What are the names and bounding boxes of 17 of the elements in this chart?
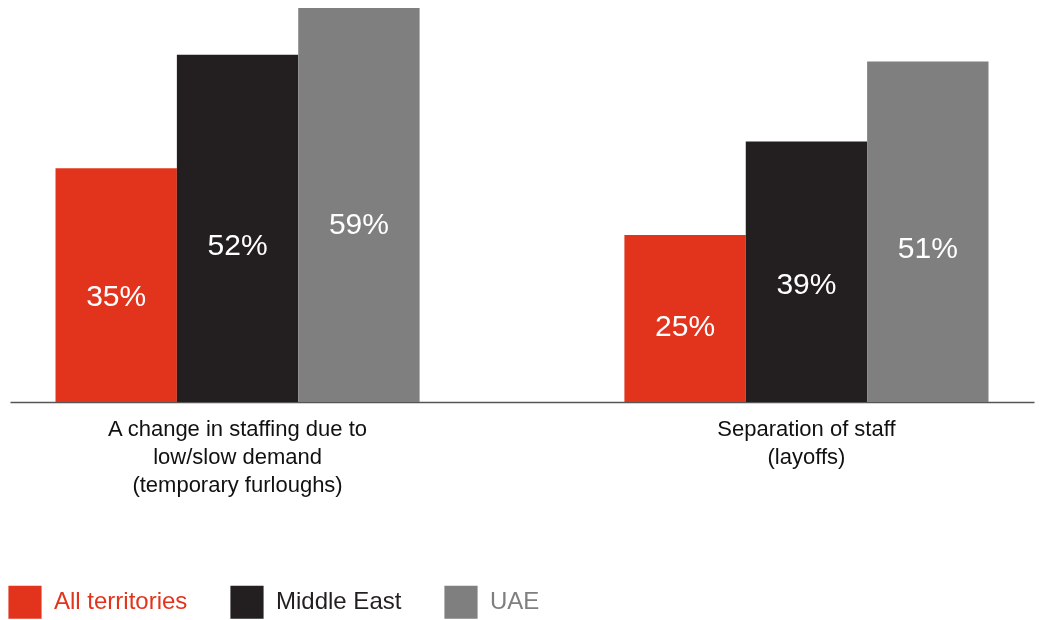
x-tick-label: A change in staffing due to low/slow demand (temporary furloughs) bbox=[108, 415, 368, 497]
bar bbox=[867, 61, 989, 402]
bar bbox=[176, 54, 299, 402]
data-label: 35% bbox=[86, 278, 147, 312]
x-tick-label: Separation of staff (layoffs) bbox=[717, 415, 897, 469]
bar bbox=[298, 8, 420, 402]
bar bbox=[745, 141, 868, 402]
legend-label: All territories bbox=[54, 587, 188, 615]
legend-label: UAE bbox=[490, 587, 540, 615]
data-label: 51% bbox=[897, 230, 958, 264]
bar bbox=[624, 235, 746, 402]
bar bbox=[55, 168, 177, 402]
data-label: 25% bbox=[655, 308, 716, 342]
data-label: 39% bbox=[776, 266, 837, 300]
data-label: 59% bbox=[328, 206, 389, 240]
data-label: 52% bbox=[207, 227, 268, 261]
legend-label: Middle East bbox=[276, 587, 402, 615]
